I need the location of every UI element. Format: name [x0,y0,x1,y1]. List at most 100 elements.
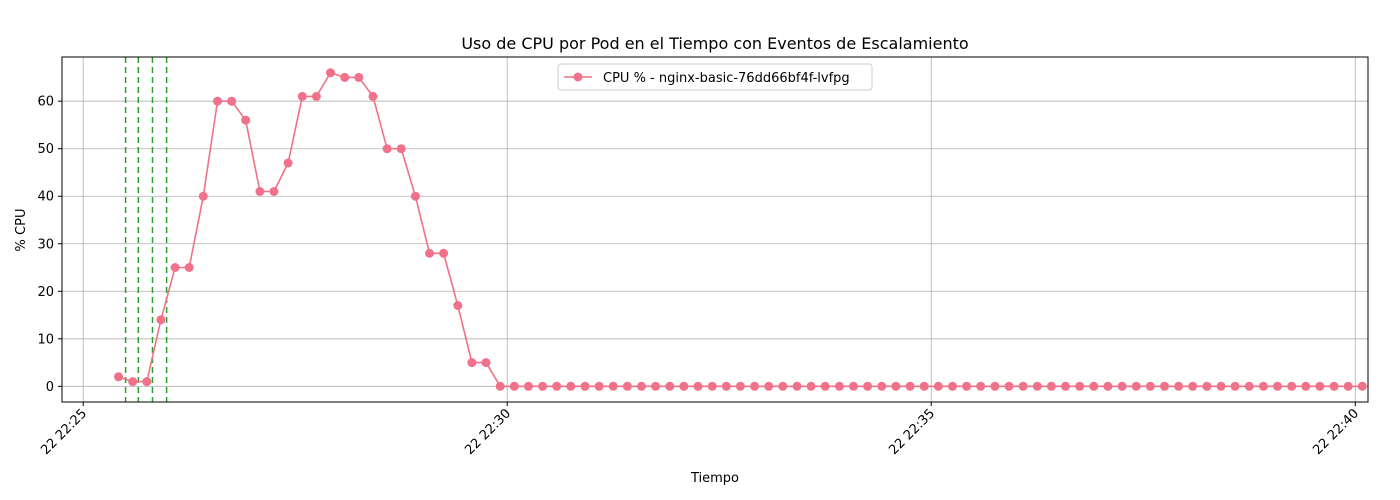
data-point [976,381,986,391]
data-point [227,96,237,106]
scaling-events [124,57,168,402]
y-tick-label: 20 [37,285,54,300]
y-tick-label: 50 [37,142,54,157]
data-point [453,301,463,310]
data-point [665,381,675,391]
data-point [1046,381,1056,391]
data-point [340,72,350,82]
data-point [283,158,293,168]
data-point [552,381,562,391]
x-tick-label: 22 22:25 [38,406,90,458]
data-point [1160,381,1169,391]
data-point [241,115,251,125]
data-point [128,377,138,387]
data-point [792,381,802,391]
data-point [891,381,901,391]
series-layer [114,68,1367,391]
data-point [764,381,774,391]
data-point [396,144,406,154]
x-tick-label: 22 22:30 [462,406,514,458]
data-point [382,144,392,154]
data-point [1018,381,1028,391]
data-point [778,381,788,391]
data-point [1131,381,1141,391]
data-point [297,91,307,101]
legend: CPU % - nginx-basic-76dd66bf4f-lvfpg [557,63,873,91]
data-point [594,381,604,391]
chart-title: Uso de CPU por Pod en el Tiempo con Even… [461,34,968,53]
data-point [735,381,745,391]
y-tick-label: 0 [46,380,54,395]
data-point [750,381,760,391]
data-point [990,381,1000,391]
data-point [1202,381,1212,391]
data-point [1357,381,1367,391]
data-point [1174,381,1184,391]
data-point [1301,381,1311,391]
data-point [255,187,265,196]
data-point [608,381,618,391]
legend-marker-swatch [573,72,583,82]
data-point [1258,381,1268,391]
data-point [721,381,731,391]
legend-frame [557,63,873,91]
data-point [368,91,378,101]
x-axis: 22 22:25 22 22:30 22 22:35 22 22:40 [38,402,1362,458]
data-point [170,263,180,272]
data-point [354,72,364,82]
x-axis-label: Tiempo [690,471,739,486]
y-axis: 0 10 20 30 40 50 60 [37,95,62,395]
data-point [1032,381,1042,391]
data-point [495,381,505,391]
data-point [806,381,816,391]
data-point [1216,381,1226,391]
data-point [1061,381,1070,391]
data-point [622,381,632,391]
data-point [467,358,477,368]
data-point [1329,381,1339,391]
data-point [184,263,194,272]
y-tick-label: 40 [37,190,54,205]
data-point [1244,381,1254,391]
grid [62,57,1368,402]
data-point [849,381,858,391]
data-point [481,358,491,368]
data-point [820,381,830,391]
data-point [905,381,915,391]
data-point [863,381,873,391]
data-point [198,191,208,201]
data-point [425,248,434,258]
data-point [523,381,533,391]
data-point [114,372,123,382]
plot-area-frame [61,56,1369,403]
data-point [693,381,703,391]
data-point [877,381,887,391]
data-point [1103,381,1113,391]
data-point [1230,381,1240,391]
data-point [933,381,943,391]
data-point [580,381,590,391]
data-point [156,315,166,325]
data-point [509,381,519,391]
data-point [1117,381,1127,391]
legend-entry-label: CPU % - nginx-basic-76dd66bf4f-lvfpg [603,71,850,86]
data-point [679,381,689,391]
data-point [439,248,449,258]
x-tick-label: 22 22:35 [886,406,938,458]
data-point [919,381,929,391]
y-tick-label: 10 [37,332,54,347]
data-point [269,187,279,196]
data-point [213,96,222,106]
data-point [1075,381,1085,391]
data-point [326,68,335,78]
data-point [566,381,576,391]
data-point [707,381,717,391]
data-point [538,381,548,391]
y-axis-label: % CPU [14,209,29,252]
series-line [118,71,1363,388]
data-point [1004,381,1014,391]
data-point [1273,381,1282,391]
data-point [410,191,420,201]
data-point [1287,381,1297,391]
